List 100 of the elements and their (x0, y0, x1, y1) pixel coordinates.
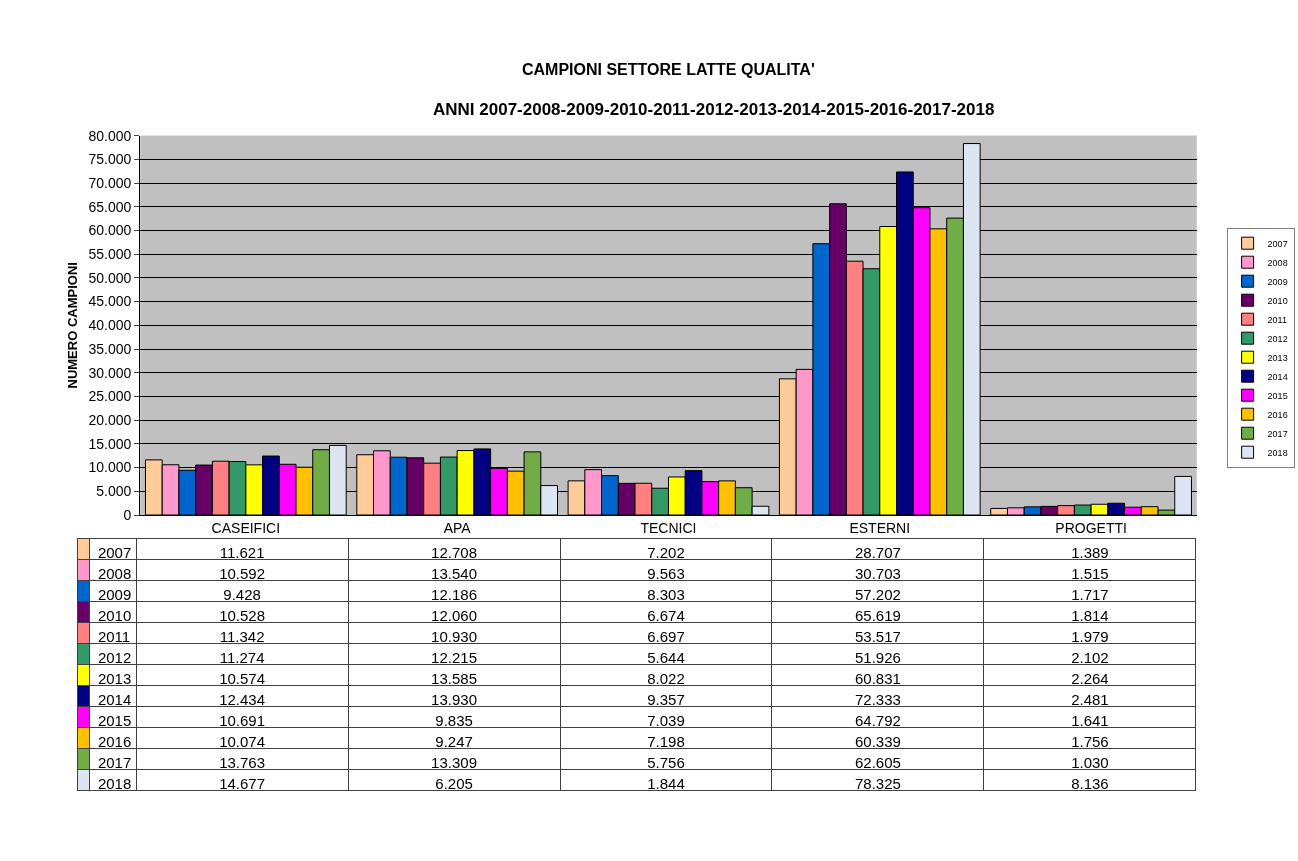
data-label: 60.339 (855, 732, 901, 750)
data-label: 1.030 (1071, 753, 1109, 771)
data-label: 10.930 (431, 627, 478, 645)
legend-label: 2011 (97, 627, 131, 645)
text: 2008 (1267, 257, 1288, 268)
y-tick-label: 55.000 (88, 246, 132, 263)
data-label: 11.342 (219, 627, 265, 645)
y-tick-label: 35.000 (88, 340, 132, 357)
data-label: 12.186 (431, 585, 478, 603)
data-label: 6.674 (647, 606, 685, 624)
x-tick-label: CASEIFICI (211, 519, 281, 536)
data-label: 1.814 (1071, 606, 1109, 624)
x-tick-label: TECNICI (640, 519, 697, 536)
legend-label: 2012 (97, 648, 132, 666)
data-label: 13.930 (431, 690, 478, 708)
data-label: 13.585 (431, 669, 478, 687)
text: 2011 (1267, 314, 1287, 325)
data-label: 9.357 (647, 690, 685, 708)
y-tick-label: 75.000 (88, 151, 132, 168)
data-label: 5.756 (647, 753, 685, 771)
y-tick-label: 10.000 (88, 459, 132, 476)
data-label: 10.691 (219, 711, 266, 729)
data-label: 62.605 (855, 753, 901, 771)
text: 2014 (97, 690, 132, 708)
legend-label: 2008 (97, 564, 132, 582)
chart-title: CAMPIONI SETTORE LATTE QUALITA' (522, 61, 815, 78)
data-label: 13.309 (431, 753, 478, 771)
text: 2010 (1267, 295, 1288, 306)
text: 2016 (97, 732, 132, 750)
data-label: 11.621 (219, 543, 265, 561)
data-label: 9.563 (647, 564, 685, 582)
legend-label: 2018 (1267, 447, 1288, 458)
data-label: 1.844 (647, 774, 685, 792)
y-tick-label: 45.000 (88, 293, 132, 310)
x-tick-label: ESTERNI (849, 519, 911, 536)
data-label: 30.703 (855, 564, 901, 582)
data-label: 12.434 (219, 690, 266, 708)
data-label: 64.792 (855, 711, 901, 729)
data-label: 65.619 (855, 606, 901, 624)
data-label: 13.763 (219, 753, 266, 771)
text: 2012 (1267, 333, 1288, 344)
data-label: 10.592 (219, 564, 266, 582)
legend-label: 2017 (1267, 428, 1288, 439)
data-label: 1.641 (1071, 711, 1109, 729)
text: 2018 (97, 774, 132, 792)
data-label: 1.717 (1071, 585, 1109, 603)
data-label: 1.756 (1071, 732, 1109, 750)
legend-label: 2016 (1267, 409, 1288, 420)
data-label: 5.644 (647, 648, 685, 666)
text: 2015 (97, 711, 132, 729)
legend-label: 2009 (97, 585, 132, 603)
data-label: 2.102 (1071, 648, 1109, 666)
data-label: 1.389 (1071, 543, 1109, 561)
data-label: 7.039 (647, 711, 685, 729)
y-tick-label: 40.000 (88, 317, 132, 334)
data-label: 9.428 (223, 585, 261, 603)
legend-label: 2013 (1267, 352, 1288, 363)
data-label: 8.022 (647, 669, 685, 687)
x-tick-label: APA (443, 519, 472, 536)
y-tick-label: 30.000 (88, 364, 132, 381)
data-label: 7.198 (647, 732, 685, 750)
legend-label: 2007 (97, 543, 132, 561)
data-label: 14.677 (219, 774, 266, 792)
y-tick-label: 15.000 (88, 435, 132, 452)
data-label: 8.136 (1071, 774, 1109, 792)
data-label: 10.074 (219, 732, 266, 750)
data-label: 6.697 (647, 627, 685, 645)
text: 2007 (1267, 238, 1288, 249)
legend-label: 2010 (97, 606, 132, 624)
data-label: 72.333 (855, 690, 901, 708)
data-label: 9.247 (435, 732, 473, 750)
data-label: 6.205 (435, 774, 473, 792)
data-label: 13.540 (431, 564, 478, 582)
y-tick-label: 60.000 (88, 222, 132, 239)
data-label: 1.979 (1071, 627, 1109, 645)
data-label: 8.303 (647, 585, 685, 603)
data-label: 53.517 (855, 627, 901, 645)
data-label: 2.481 (1071, 690, 1109, 708)
y-tick-label: 70.000 (88, 174, 132, 191)
data-label: 78.325 (855, 774, 901, 792)
data-label: 51.926 (855, 648, 901, 666)
text: 2017 (97, 753, 132, 771)
y-tick-label: 80.000 (88, 127, 132, 144)
y-tick-label: 25.000 (88, 388, 132, 405)
data-label: 11.274 (219, 648, 265, 666)
text: 2013 (97, 669, 132, 687)
y-tick-label: 20.000 (88, 412, 132, 429)
data-label: 12.060 (431, 606, 478, 624)
data-label: 1.515 (1071, 564, 1109, 582)
legend-label: 2015 (1267, 390, 1288, 401)
data-label: 9.835 (435, 711, 473, 729)
chart-subtitle: ANNI 2007-2008-2009-2010-2011-2012-2013-2014-2015-2016-2017-2018 (433, 100, 995, 119)
data-label: 10.528 (219, 606, 266, 624)
data-label: 10.574 (219, 669, 266, 687)
y-tick-label: 0 (123, 506, 132, 523)
y-axis-title: NUMERO CAMPIONI (64, 262, 80, 389)
x-tick-label: PROGETTI (1055, 519, 1127, 536)
data-label: 28.707 (855, 543, 901, 561)
data-label: 7.202 (647, 543, 685, 561)
text: 2009 (1267, 276, 1288, 287)
